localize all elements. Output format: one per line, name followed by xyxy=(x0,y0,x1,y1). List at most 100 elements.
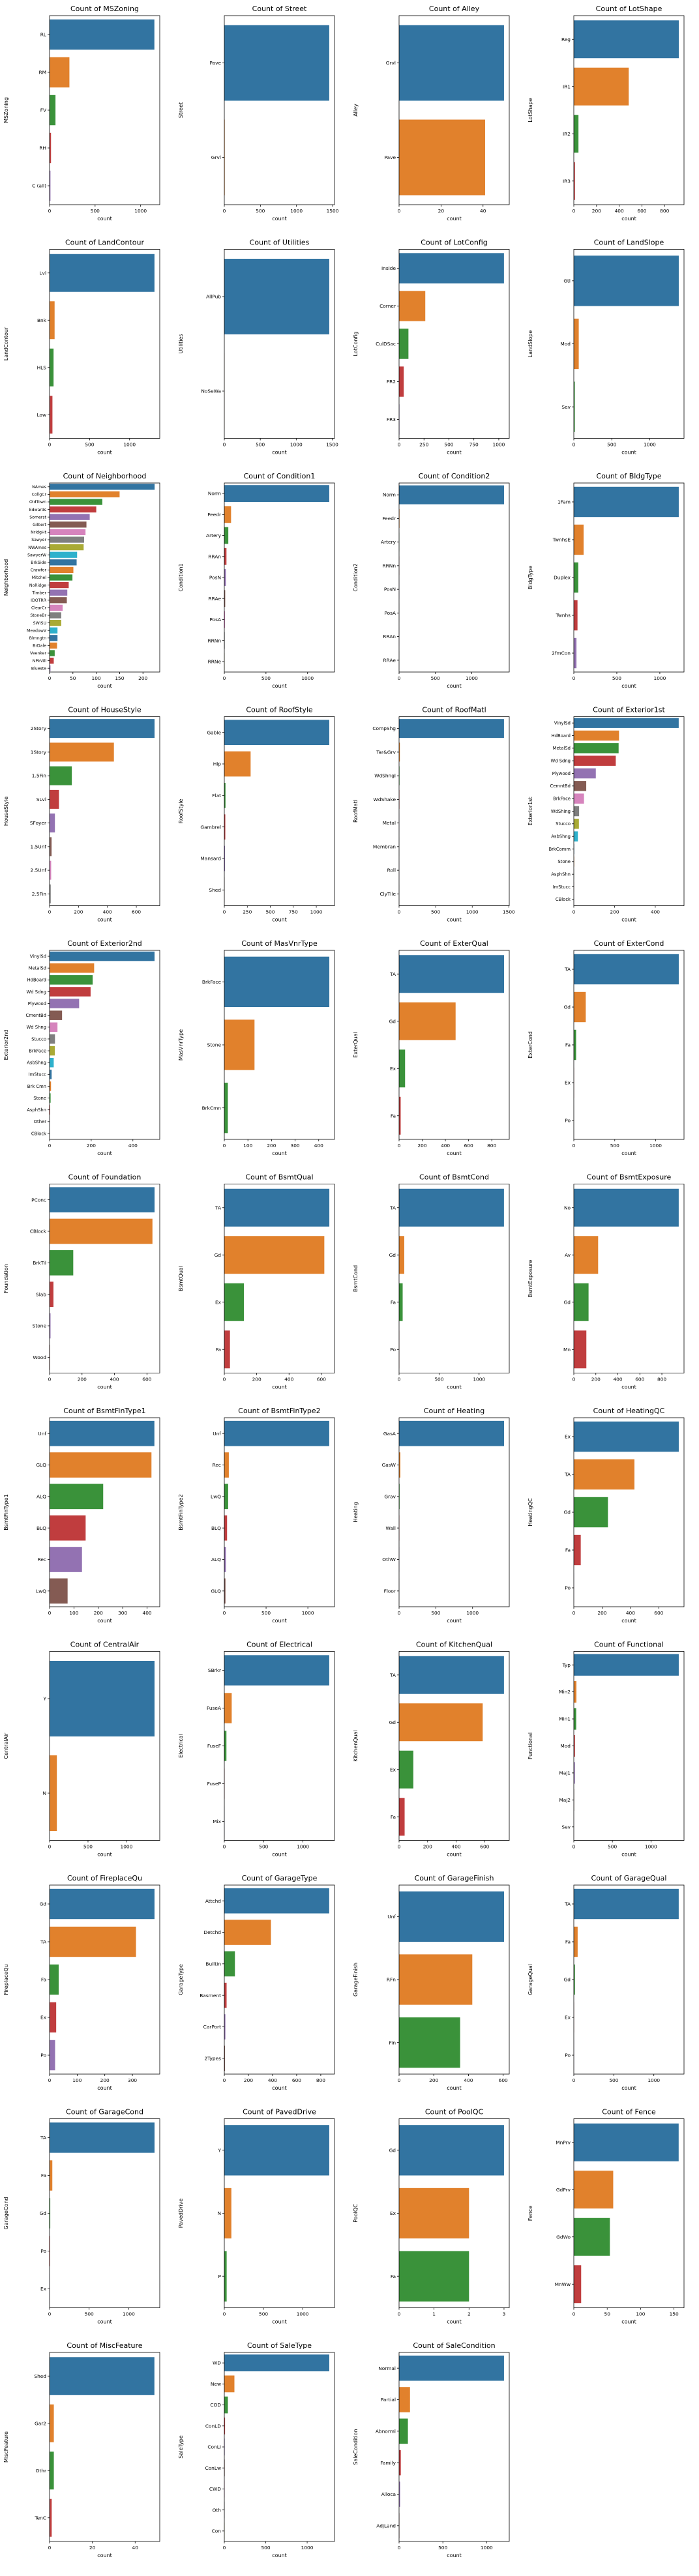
x-tick-label: 500 xyxy=(265,909,275,915)
bar-edwards xyxy=(50,506,97,513)
y-tick-label: MetalSd xyxy=(553,746,571,751)
chart-garagecond: Count of GarageCond TA Fa Gd Po Ex 0 500 1000 cou… xyxy=(3,2108,160,2325)
y-axis-label: Foundation xyxy=(3,1264,9,1293)
x-tick-label: 250 xyxy=(243,909,252,915)
y-tick-label: Rec xyxy=(213,1462,221,1468)
x-tick-label: 1000 xyxy=(290,208,303,214)
x-tick-label: 0 xyxy=(48,2545,52,2551)
bar-min2 xyxy=(574,1681,577,1703)
x-tick-label: 0 xyxy=(223,909,226,915)
chart-title: Count of Heating xyxy=(424,1407,484,1415)
bar-posn xyxy=(224,569,226,586)
bar-brkface xyxy=(50,1046,55,1056)
y-tick-label: TenC xyxy=(34,2515,46,2521)
bar-slvl xyxy=(50,789,59,809)
bar-plywood xyxy=(574,768,596,779)
bar-fv xyxy=(50,95,56,126)
x-tick-label: 600 xyxy=(464,1143,473,1149)
x-tick-label: 400 xyxy=(128,1143,138,1149)
y-tick-label: HdBoard xyxy=(552,733,571,739)
bar-carport xyxy=(224,2014,226,2040)
bar-brkface xyxy=(574,793,584,804)
chart-title: Count of ExterCond xyxy=(594,939,664,948)
chart-title: Count of Street xyxy=(252,5,307,13)
x-tick-label: 20 xyxy=(438,208,445,214)
bar-feedr xyxy=(224,506,231,523)
x-axis-label: count xyxy=(97,1384,112,1390)
plot-frame xyxy=(224,1884,335,2075)
x-tick-label: 200 xyxy=(592,208,601,214)
y-axis-label: Functional xyxy=(528,1733,533,1759)
chart-title: Count of ExterQual xyxy=(420,939,488,948)
bar-wd-shng xyxy=(50,1022,58,1032)
x-tick-label: 400 xyxy=(441,1143,450,1149)
y-tick-label: Gd xyxy=(40,1901,47,1907)
plot-frame xyxy=(224,15,335,205)
bar-hdboard xyxy=(50,975,93,985)
y-tick-label: COD xyxy=(210,2402,221,2408)
y-axis-label: Exterior1st xyxy=(528,797,533,826)
y-tick-label: Po xyxy=(390,1347,396,1353)
y-tick-label: Family xyxy=(380,2460,396,2466)
x-tick-label: 1000 xyxy=(654,675,666,681)
y-axis-label: ExterQual xyxy=(353,1032,359,1058)
x-tick-label: 300 xyxy=(128,2077,137,2083)
bar-low xyxy=(50,396,53,434)
y-tick-label: Shed xyxy=(34,2373,46,2379)
x-tick-label: 0 xyxy=(48,1377,52,1383)
chart-title: Count of BsmtExposure xyxy=(587,1173,672,1182)
x-tick-label: 800 xyxy=(316,2077,325,2083)
plot-frame xyxy=(573,2118,685,2308)
y-axis-label: ExterCond xyxy=(528,1031,533,1059)
plot-frame xyxy=(224,1184,335,1373)
bar-metalsd xyxy=(574,743,619,754)
bar-idotrr xyxy=(50,597,67,604)
y-tick-label: ConLw xyxy=(205,2465,221,2471)
x-axis-label: count xyxy=(621,2319,636,2325)
y-tick-label: Twnhs xyxy=(555,613,571,619)
y-tick-label: BrDale xyxy=(33,644,46,649)
y-tick-label: PConc xyxy=(31,1197,46,1203)
y-tick-label: AsbShng xyxy=(27,1061,46,1066)
x-tick-label: 0 xyxy=(48,2311,52,2317)
x-axis-label: count xyxy=(97,216,112,222)
chart-title: Count of RoofStyle xyxy=(246,706,313,714)
y-tick-label: 2Story xyxy=(31,725,47,731)
x-axis-label: count xyxy=(97,2319,112,2325)
y-axis-label: SaleType xyxy=(178,2435,184,2459)
y-tick-label: OthW xyxy=(382,1557,396,1562)
x-axis-label: count xyxy=(447,2319,462,2325)
x-tick-label: 0 xyxy=(573,675,576,681)
y-tick-label: Partial xyxy=(381,2397,396,2403)
bar-typ xyxy=(574,1654,679,1676)
y-tick-label: Artery xyxy=(381,539,396,545)
y-tick-label: Ex xyxy=(390,1766,396,1772)
y-tick-label: Crawfor xyxy=(31,568,47,573)
x-axis-label: count xyxy=(97,1852,112,1858)
bar-2-5fin xyxy=(50,884,51,903)
chart-fireplacequ: Count of FireplaceQu Gd TA Fa Ex Po 0 100 200 300… xyxy=(3,1874,160,2091)
x-tick-label: 600 xyxy=(142,1377,151,1383)
y-axis-label: BldgType xyxy=(528,566,533,589)
y-tick-label: 1.5Fin xyxy=(32,773,47,779)
y-tick-label: BLQ xyxy=(211,1525,221,1531)
chart-roofmatl: Count of RoofMatl CompShg Tar&Grv WdShngl Wd… xyxy=(353,706,515,923)
y-tick-label: 2Types xyxy=(204,2055,221,2061)
y-tick-label: Plywood xyxy=(28,1001,46,1006)
y-tick-label: BuiltIn xyxy=(205,1961,221,1967)
x-tick-label: 1000 xyxy=(123,442,136,448)
y-tick-label: N xyxy=(42,1791,46,1796)
x-tick-label: 400 xyxy=(613,1377,622,1383)
x-axis-label: count xyxy=(621,216,636,222)
bar-unf xyxy=(224,1420,329,1446)
y-tick-label: MeadowV xyxy=(27,628,47,633)
y-axis-label: BsmtExposure xyxy=(528,1260,533,1298)
y-tick-label: Timber xyxy=(31,591,46,595)
bar-2types xyxy=(224,2045,226,2071)
y-tick-label: CmentBd xyxy=(26,1013,47,1018)
y-tick-label: CemntBd xyxy=(550,783,571,789)
y-tick-label: MnWw xyxy=(555,2281,571,2287)
x-tick-label: 400 xyxy=(284,1377,293,1383)
chart-title: Count of LotShape xyxy=(596,5,662,13)
y-axis-label: GarageType xyxy=(178,1964,184,1995)
